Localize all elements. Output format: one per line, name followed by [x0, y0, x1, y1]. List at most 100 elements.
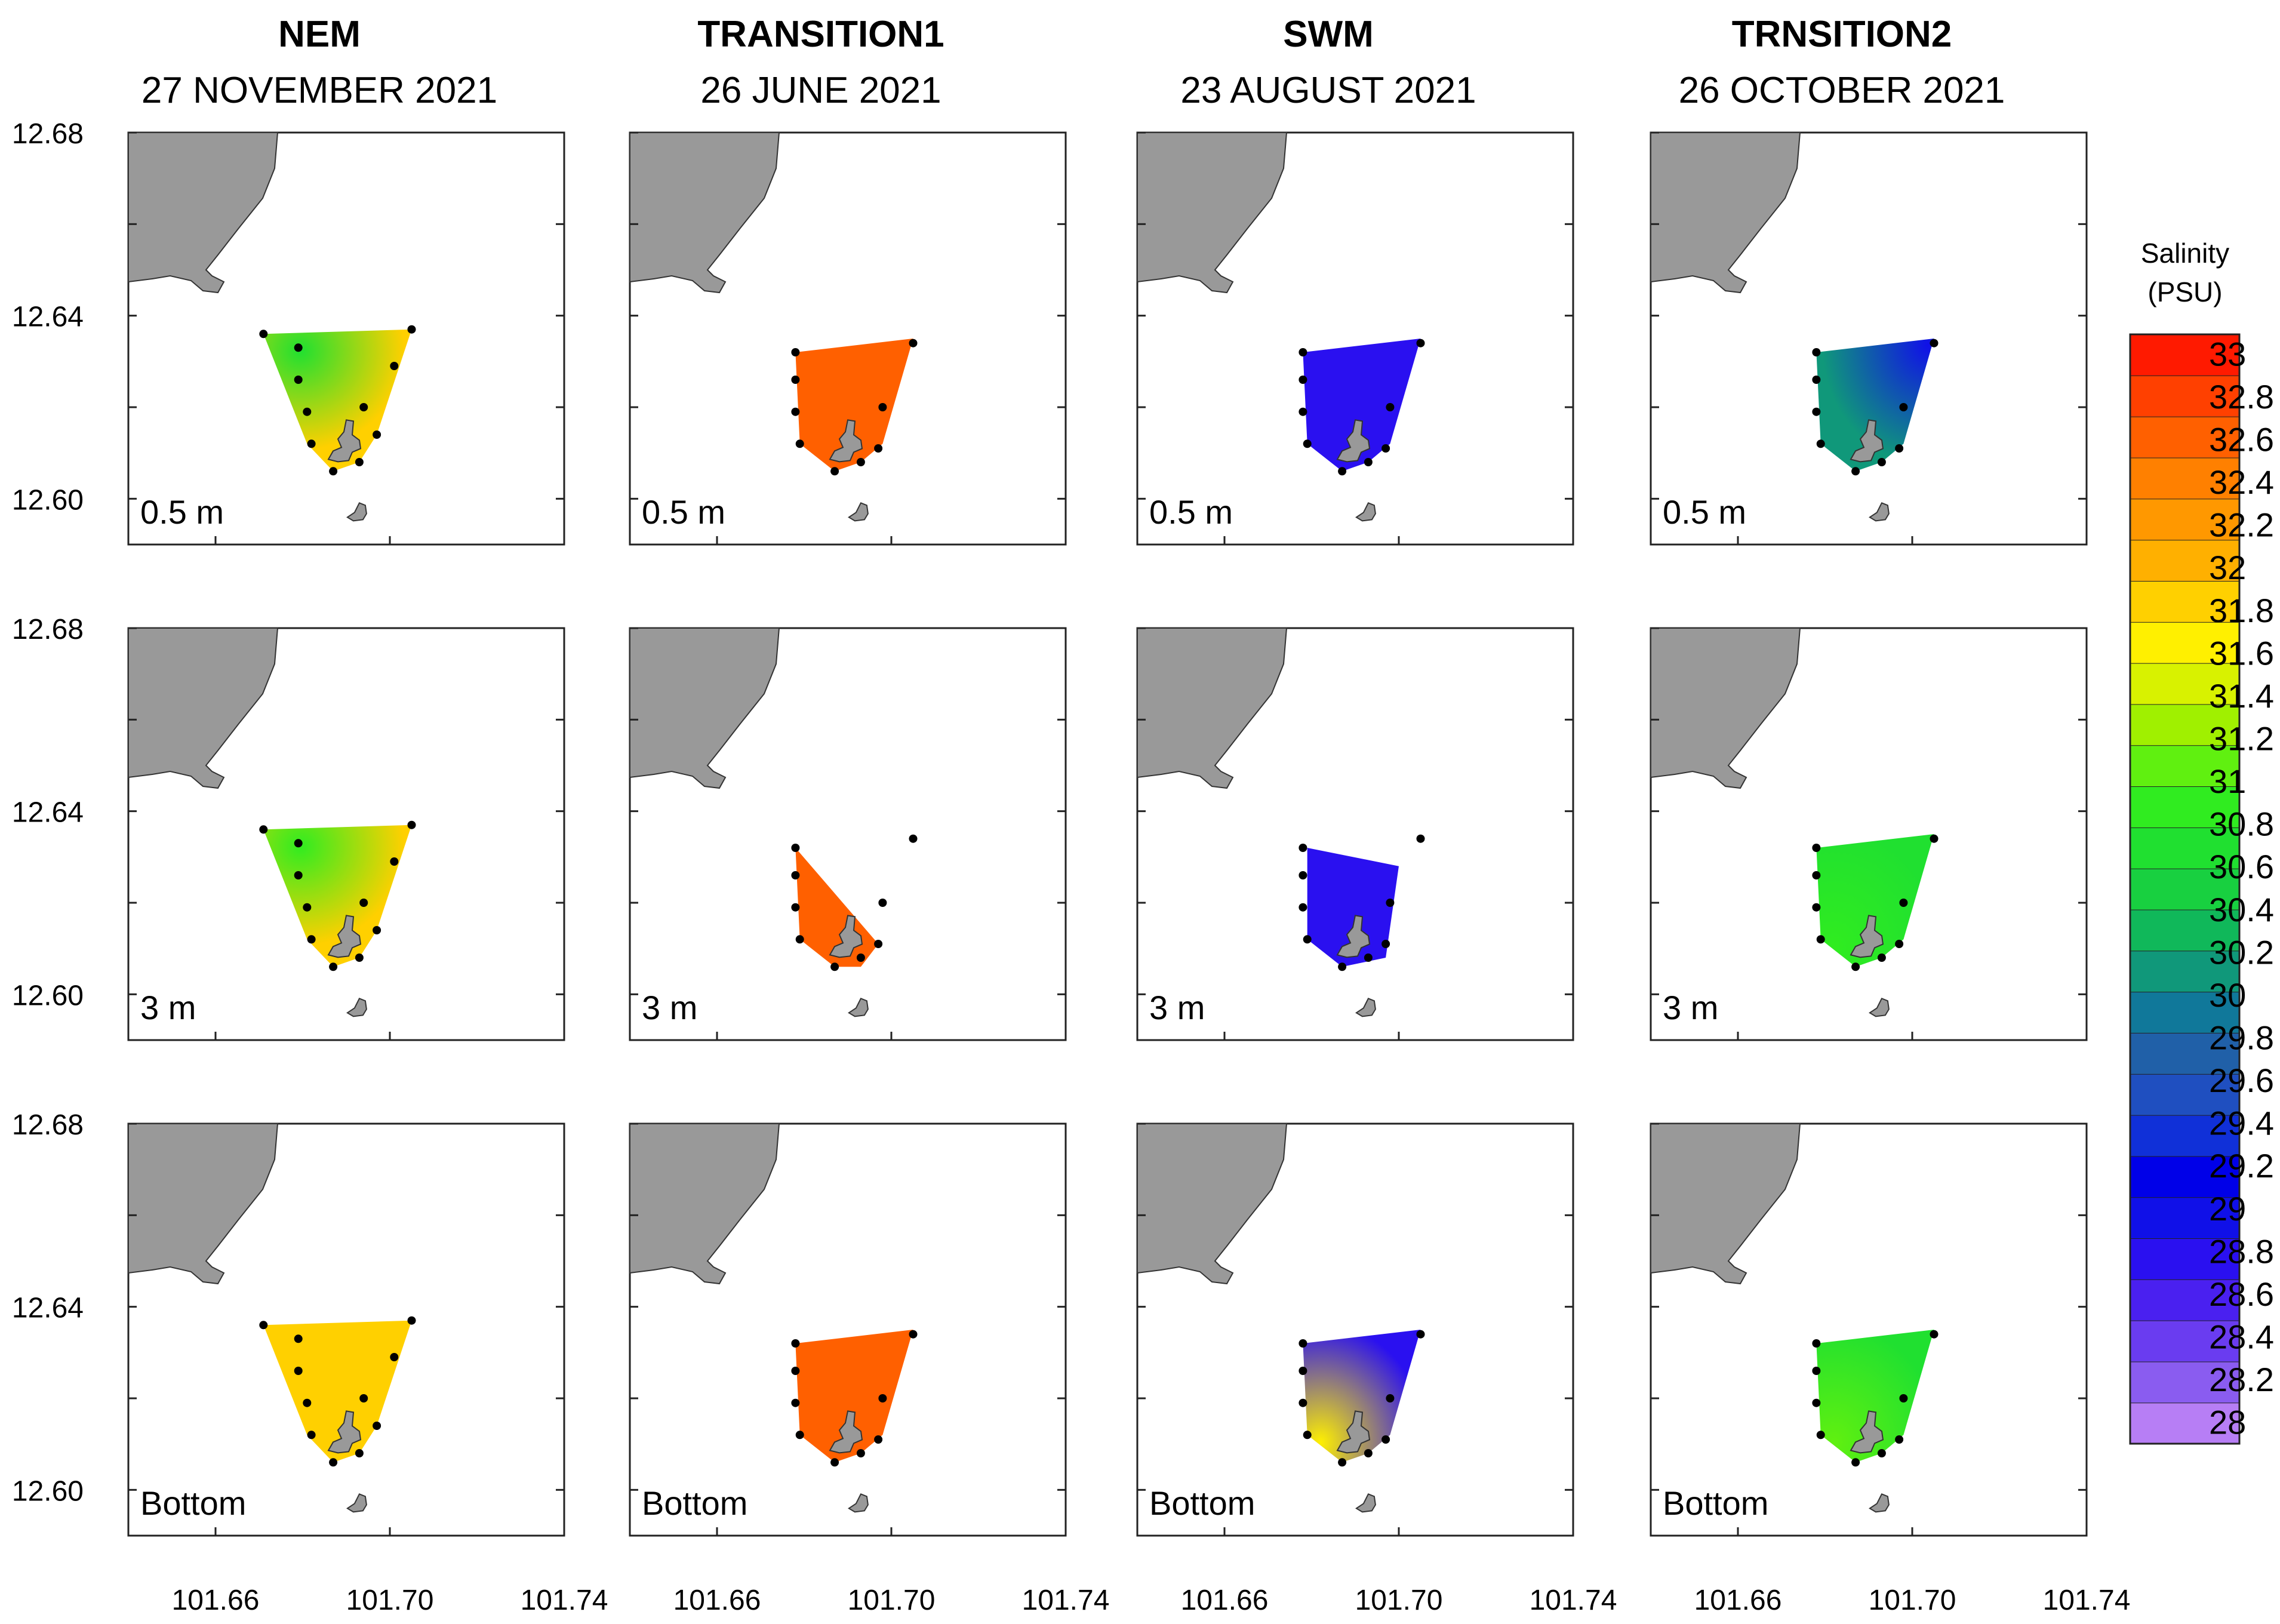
island [1850, 915, 1884, 958]
depth-label: 0.5 m [642, 493, 725, 531]
sampling-station [1299, 1398, 1307, 1407]
sampling-station [1816, 935, 1825, 944]
coastline-land [1650, 628, 1801, 789]
coastline-land [629, 1123, 780, 1285]
colorbar-segment [2130, 909, 2240, 952]
colorbar-tick-label: 31.6 [2209, 634, 2274, 672]
colorbar-segment [2130, 703, 2240, 746]
sampling-station [1877, 458, 1886, 466]
sampling-station [307, 935, 316, 944]
colorbar-tick-label: 29.4 [2209, 1105, 2274, 1142]
y-tick-label: 12.68 [12, 1109, 84, 1141]
island [346, 1493, 367, 1513]
sampling-station [856, 954, 865, 962]
colorbar-tick-label: 33 [2209, 335, 2246, 373]
sampling-station [1364, 954, 1373, 962]
sampling-station [373, 1422, 381, 1430]
sampling-station [390, 1353, 399, 1361]
colorbar-segment [2130, 1279, 2240, 1321]
sampling-station [355, 458, 364, 466]
coastline-land [1650, 132, 1801, 294]
sampling-station [303, 407, 312, 416]
sampling-station [1381, 940, 1390, 948]
colorbar-tick-label: 28.2 [2209, 1361, 2274, 1398]
sampling-station [1930, 834, 1939, 843]
sampling-station [878, 1394, 887, 1402]
x-tick-label: 101.74 [2043, 1585, 2131, 1616]
sampling-station [1386, 403, 1395, 411]
sampling-station [1812, 348, 1821, 356]
sampling-station [259, 825, 268, 834]
sampling-station [294, 839, 303, 848]
sampling-station [259, 330, 268, 339]
salinity-contour-area [795, 339, 913, 472]
colorbar-tick-label: 28 [2209, 1404, 2246, 1441]
coastline-land [629, 132, 780, 294]
season-title-2: SWM [1283, 14, 1374, 55]
depth-label: 0.5 m [140, 493, 224, 531]
sampling-station [355, 1449, 364, 1457]
map-panel: Bottom [1650, 1122, 2088, 1537]
sampling-station [355, 954, 364, 962]
island [1336, 915, 1371, 958]
sampling-station [795, 439, 804, 448]
depth-label: 3 m [1149, 989, 1205, 1026]
sampling-station [1812, 871, 1821, 879]
y-tick-label: 12.64 [12, 302, 84, 333]
sampling-station [1895, 1435, 1904, 1444]
sampling-station [390, 362, 399, 370]
island [848, 998, 869, 1017]
x-tick-label: 101.70 [1869, 1585, 1956, 1616]
coastline-land [1137, 1123, 1288, 1285]
season-date-2: 23 AUGUST 2021 [1180, 70, 1476, 111]
map-panel: 3 m [629, 627, 1067, 1041]
sampling-station [294, 1334, 303, 1343]
depth-label: Bottom [642, 1484, 747, 1522]
depth-label: 0.5 m [1663, 493, 1746, 531]
sampling-station [1299, 348, 1307, 356]
colorbar-segment [2130, 868, 2240, 911]
depth-label: 3 m [642, 989, 697, 1026]
x-tick-label: 101.74 [1530, 1585, 1617, 1616]
sampling-station [791, 871, 800, 879]
x-tick-label: 101.70 [346, 1585, 434, 1616]
y-tick-label: 12.64 [12, 1293, 84, 1324]
sampling-station [1386, 1394, 1395, 1402]
sampling-station [329, 467, 338, 476]
sampling-station [1416, 339, 1425, 347]
y-tick-label: 12.64 [12, 797, 84, 829]
coastline-land [1137, 628, 1288, 789]
sampling-station [359, 403, 368, 411]
sampling-station [1812, 407, 1821, 416]
x-tick-label: 101.66 [1181, 1585, 1269, 1616]
x-tick-label: 101.74 [521, 1585, 608, 1616]
sampling-station [407, 325, 416, 334]
sampling-station [1812, 1339, 1821, 1348]
depth-label: 0.5 m [1149, 493, 1233, 531]
sampling-station [874, 1435, 883, 1444]
colorbar-tick-label: 32 [2209, 549, 2246, 586]
coastline-land [1137, 132, 1288, 294]
island [327, 1410, 362, 1454]
sampling-station [791, 1367, 800, 1375]
map-panel: 0.5 m [1650, 131, 2088, 546]
colorbar-tick-label: 30.6 [2209, 848, 2274, 885]
sampling-station [1364, 458, 1373, 466]
coastline-land [128, 132, 279, 294]
map-panel: Bottom [1136, 1122, 1574, 1537]
coastline-land [128, 1123, 279, 1285]
sampling-station [1299, 844, 1307, 852]
depth-label: Bottom [1663, 1484, 1768, 1522]
sampling-station [294, 376, 303, 384]
island [848, 502, 869, 522]
depth-label: Bottom [1149, 1484, 1255, 1522]
season-title-3: TRNSITION2 [1732, 14, 1952, 55]
sampling-station [1851, 962, 1860, 971]
colorbar-tick-label: 31.4 [2209, 677, 2274, 715]
sampling-station [1303, 935, 1312, 944]
sampling-station [1895, 444, 1904, 453]
island [327, 915, 362, 958]
map-panel: Bottom [127, 1122, 565, 1537]
salinity-contour-area [795, 1330, 913, 1463]
sampling-station [1338, 1458, 1347, 1467]
